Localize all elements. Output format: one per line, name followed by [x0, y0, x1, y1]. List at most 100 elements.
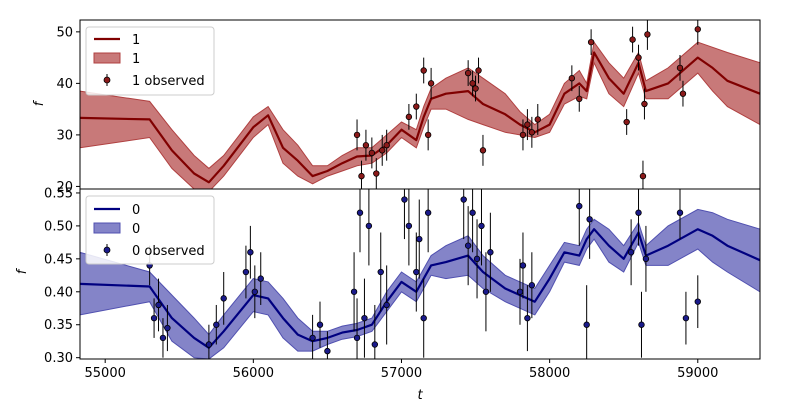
top-legend-band-label: 1 [132, 52, 140, 67]
x-tick-label: 56000 [233, 366, 274, 381]
bottom-observed-point [586, 216, 593, 223]
bottom-observed-point [416, 235, 423, 243]
top-mean-line-layer [80, 51, 760, 184]
bottom-observed-point [482, 288, 490, 295]
top-observed-point [623, 118, 630, 126]
bottom-observed-point [487, 249, 494, 256]
top-observed-point [479, 147, 487, 154]
bottom-observed-point [213, 321, 220, 328]
top-observed-point [524, 121, 531, 128]
bottom-observed-point [371, 341, 379, 348]
top-observed-point [519, 131, 527, 139]
bottom-y-axis: 0.30 0.35 0.40 0.45 0.50 0.55 [44, 186, 80, 366]
bottom-observed-point [478, 222, 485, 230]
bottom-observed-point [365, 222, 373, 230]
bottom-legend-points-label: 0 observed [132, 244, 205, 259]
panel-top: 20 30 40 50 f 1 1 1 observed [32, 19, 761, 195]
bottom-observed-point [356, 209, 364, 216]
top-observed-layer [353, 20, 701, 189]
bottom-legend: 0 0 0 observed [85, 195, 215, 265]
bottom-observed-layer [146, 189, 701, 359]
bottom-y-axis-label: f [15, 267, 30, 274]
bottom-observed-point [682, 314, 690, 322]
top-observed-point [368, 149, 376, 157]
x-axis-label: t [417, 388, 423, 400]
bottom-observed-point [401, 196, 408, 203]
top-legend-points-label: 1 observed [132, 74, 205, 89]
bottom-observed-point [159, 334, 167, 342]
top-observed-point [679, 90, 687, 97]
bottom-observed-point [420, 314, 427, 322]
bottom-legend-line-label: 0 [132, 203, 140, 218]
bottom-observed-point [528, 282, 536, 289]
bottom-observed-point [251, 288, 259, 295]
bottom-observed-point [155, 301, 162, 309]
top-observed-point [568, 75, 576, 82]
bottom-y-tick-label: 0.55 [44, 186, 73, 201]
top-observed-point [694, 26, 701, 33]
top-observed-point [383, 142, 390, 149]
bottom-legend-band-swatch [93, 222, 121, 234]
bottom-observed-point [516, 288, 524, 295]
top-legend: 1 1 1 observed [85, 26, 215, 96]
bottom-observed-point [473, 255, 481, 263]
top-observed-point [413, 103, 420, 110]
top-observed-point [534, 116, 541, 123]
bottom-observed-point [524, 314, 531, 322]
bottom-observed-point [316, 321, 324, 328]
bottom-observed-point [519, 262, 527, 269]
bottom-observed-point [583, 321, 590, 328]
bottom-legend-point-swatch [103, 246, 111, 254]
top-legend-point-swatch [103, 76, 111, 84]
bottom-observed-point [242, 268, 250, 276]
top-legend-band-swatch [93, 52, 121, 64]
top-y-axis-label: f [32, 99, 47, 106]
top-observed-point [464, 69, 472, 77]
top-observed-point [629, 36, 636, 43]
bottom-observed-point [694, 298, 701, 305]
top-observed-point [358, 172, 365, 180]
bottom-observed-point [635, 209, 642, 216]
top-mean-line [80, 51, 760, 184]
bottom-observed-point [405, 222, 413, 230]
bottom-y-tick-label: 0.35 [44, 318, 73, 333]
bottom-observed-point [642, 255, 650, 263]
bottom-observed-point [383, 301, 390, 309]
bottom-observed-point [460, 196, 467, 203]
top-observed-point [362, 142, 370, 149]
x-tick-label: 59000 [677, 366, 718, 381]
top-legend-line-label: 1 [132, 33, 140, 48]
top-observed-point [469, 80, 476, 87]
bottom-observed-point [361, 314, 368, 322]
top-observed-point [475, 67, 482, 74]
bottom-observed-point [464, 242, 472, 249]
bottom-y-tick-label: 0.30 [44, 351, 73, 366]
bottom-observed-point [353, 334, 361, 342]
bottom-observed-point [424, 209, 432, 216]
top-observed-point [641, 100, 648, 108]
top-observed-point [427, 80, 435, 87]
x-axis: 55000 56000 57000 58000 59000 [85, 359, 718, 381]
bottom-y-tick-label: 0.45 [44, 252, 73, 267]
bottom-y-tick-label: 0.40 [44, 285, 73, 300]
bottom-legend-band-label: 0 [132, 222, 140, 237]
bottom-observed-point [309, 334, 316, 342]
bottom-axes-frame [79, 188, 761, 360]
top-observed-point [576, 95, 583, 103]
bottom-observed-point [676, 209, 684, 216]
top-observed-point [353, 131, 361, 139]
bottom-observed-point [150, 314, 158, 322]
top-y-tick-label: 50 [56, 25, 73, 40]
x-tick-label: 55000 [85, 366, 126, 381]
top-observed-point [420, 67, 427, 74]
bottom-y-tick-label: 0.50 [44, 219, 73, 234]
top-observed-point [587, 38, 595, 46]
panel-bottom: 0.30 0.35 0.40 0.45 0.50 0.55 55000 56000 57000… [15, 186, 761, 400]
top-y-tick-label: 30 [56, 128, 73, 143]
x-tick-label: 58000 [529, 366, 570, 381]
bottom-legend-frame [85, 195, 215, 265]
top-observed-point [676, 64, 684, 72]
top-legend-frame [85, 26, 215, 96]
bottom-observed-point [469, 209, 476, 216]
